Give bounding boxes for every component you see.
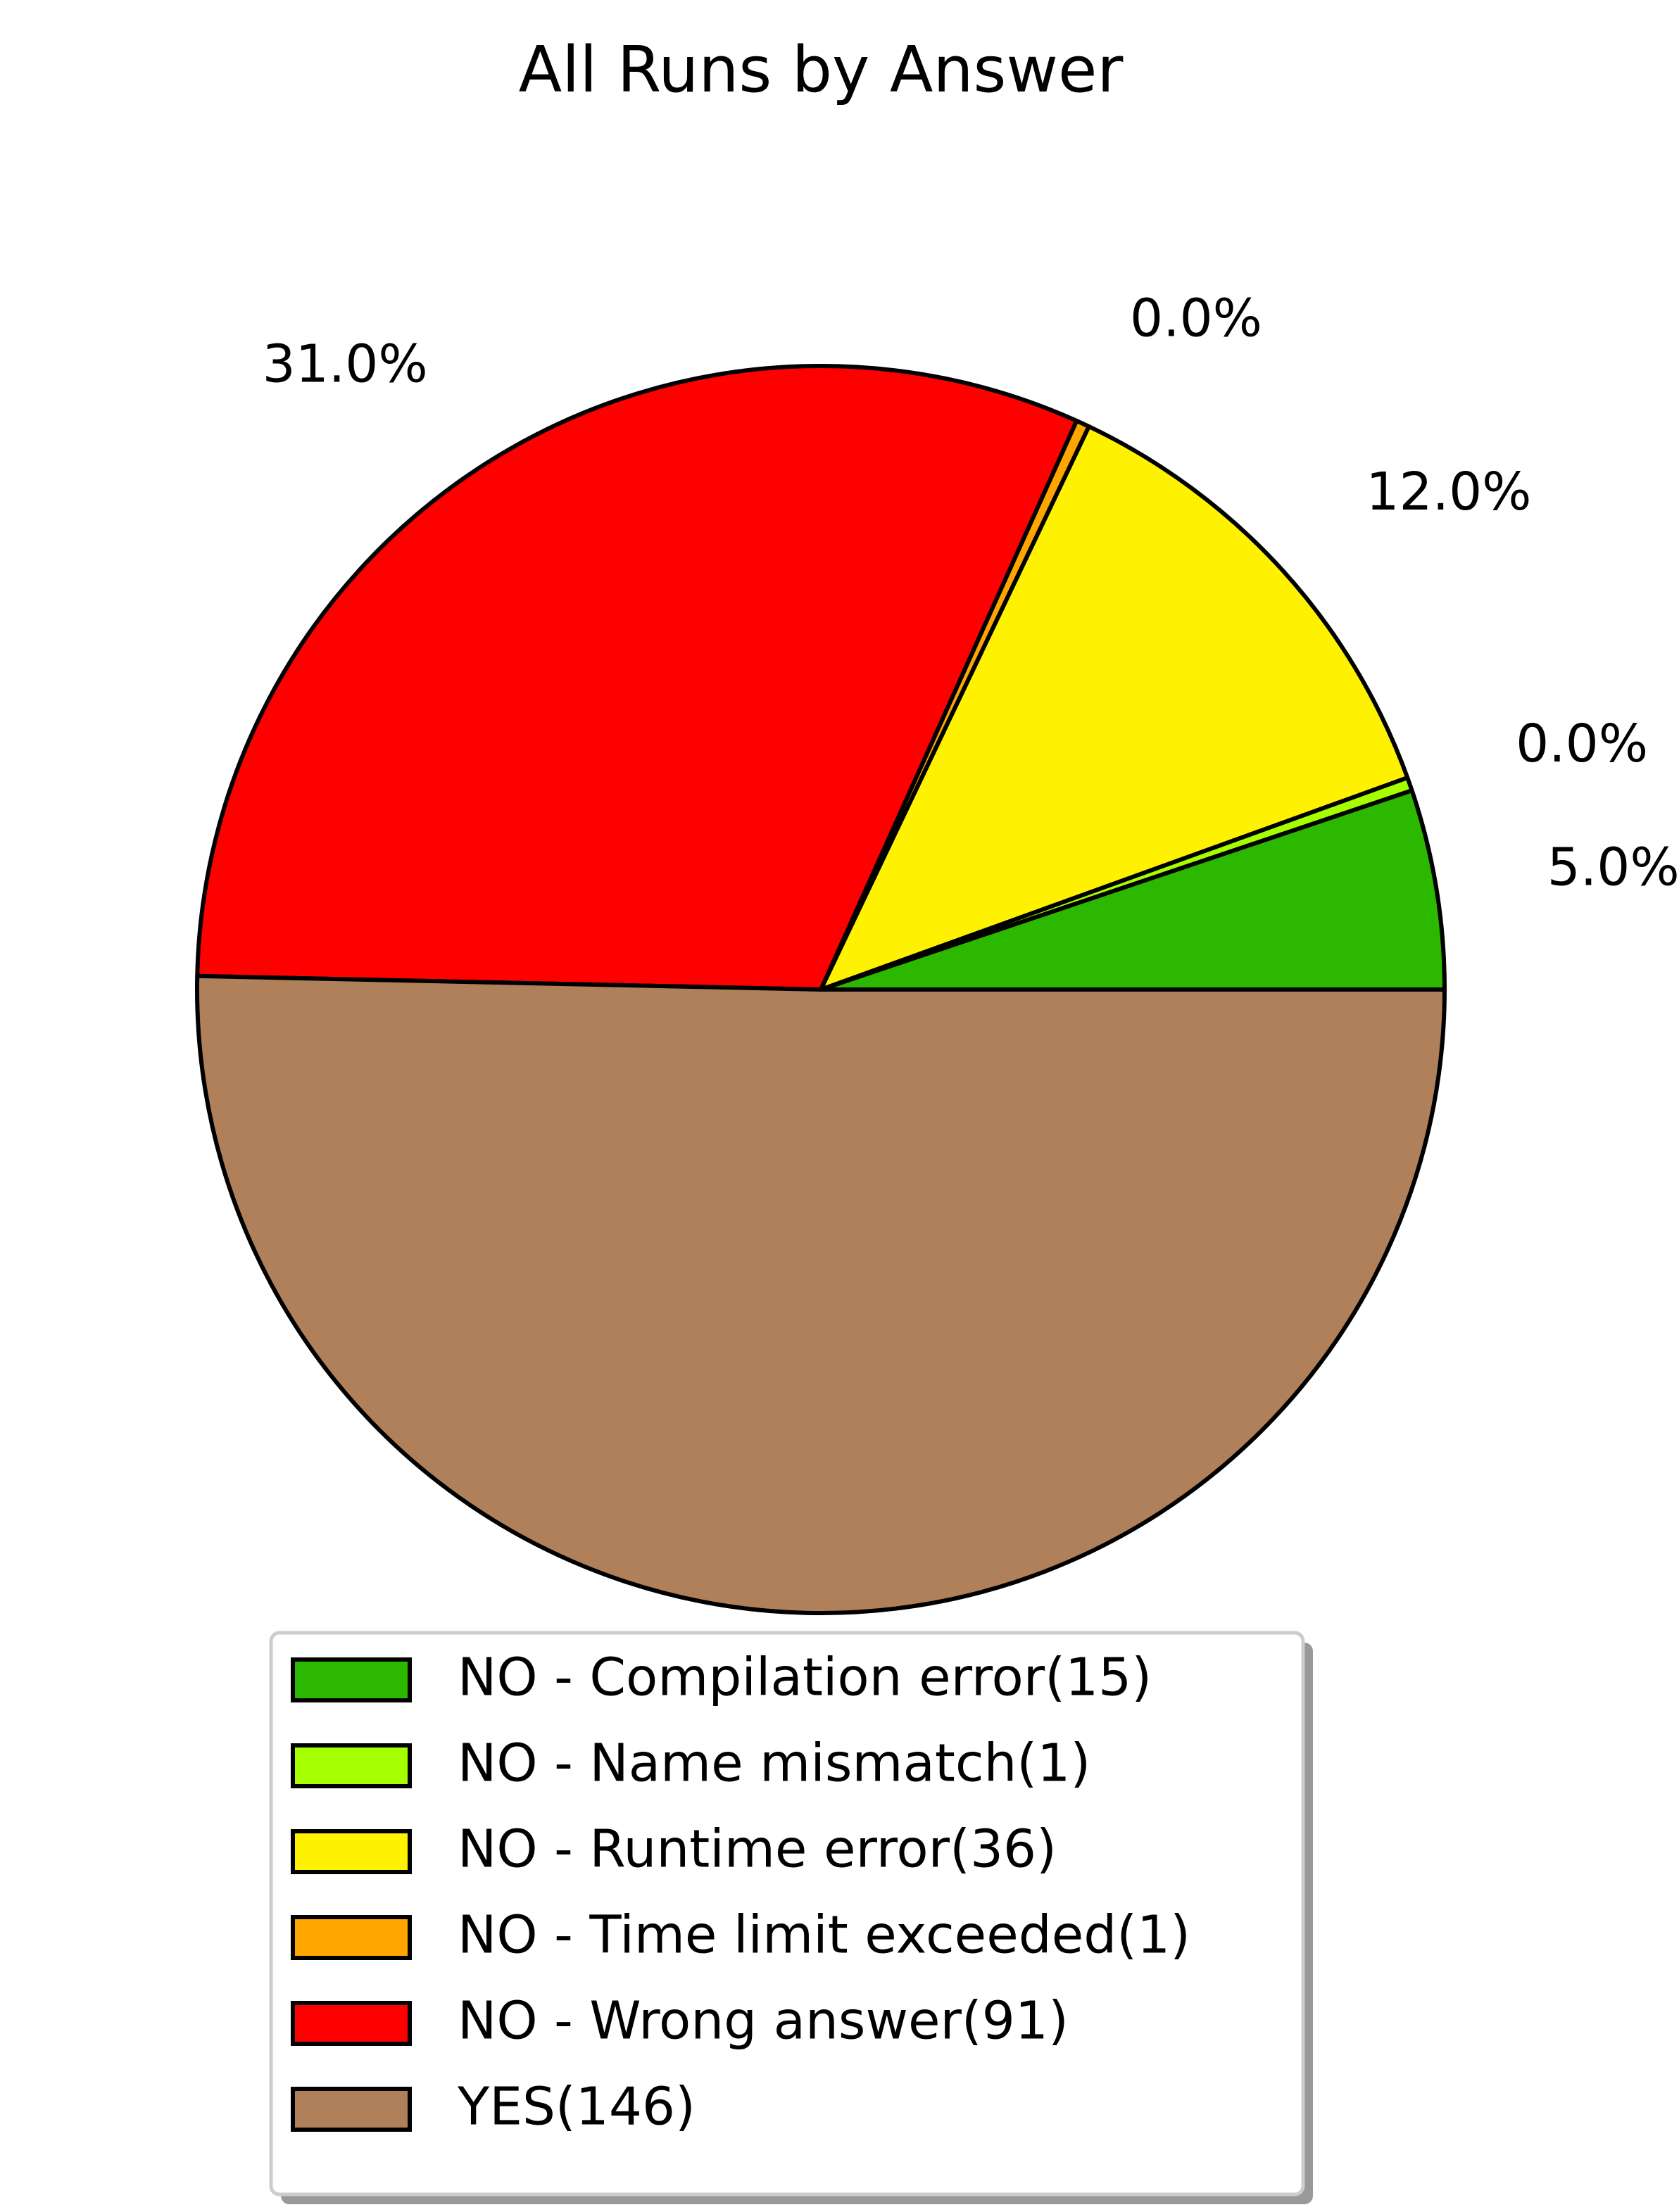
- legend-swatch-no-name-mismatch-1: [291, 1743, 412, 1788]
- legend-swatch-no-runtime-error-36: [291, 1829, 412, 1874]
- pie-slice-no-wrong-answer-91: [195, 364, 1079, 992]
- slice-percentage-label: 5.0%: [1547, 837, 1679, 897]
- pie-slices: [195, 364, 1447, 1616]
- legend-swatch-no-wrong-answer-91: [291, 2001, 412, 2046]
- pie-percentage-labels: 5.0% 0.0% 12.0% 0.0% 31.0%: [263, 289, 1679, 898]
- legend-label-no-time-limit-exceeded-1: NO - Time limit exceeded(1): [458, 1905, 1190, 1966]
- legend-swatch-yes-146: [291, 2087, 412, 2132]
- legend-label-no-runtime-error-36: NO - Runtime error(36): [458, 1819, 1057, 1880]
- pie-slice-no-runtime-error-36: [819, 424, 1410, 992]
- legend-label-no-compilation-error-15: NO - Compilation error(15): [458, 1648, 1152, 1708]
- pie-slice-yes-146: [195, 973, 1447, 1616]
- legend-label-no-wrong-answer-91: NO - Wrong answer(91): [458, 1991, 1069, 2052]
- slice-percentage-label: 12.0%: [1366, 462, 1531, 522]
- pie-slice-no-compilation-error-15: [819, 788, 1447, 992]
- slice-percentage-label: 0.0%: [1516, 714, 1648, 774]
- legend-swatch-no-time-limit-exceeded-1: [291, 1915, 412, 1960]
- legend-label-yes-146: YES(146): [457, 2077, 696, 2137]
- slice-percentage-label: 31.0%: [263, 334, 428, 395]
- legend-swatch-no-compilation-error-15: [291, 1657, 412, 1702]
- legend: NO - Compilation error(15) NO - Name mism…: [269, 1631, 1313, 2204]
- slice-percentage-label: 0.0%: [1130, 289, 1262, 349]
- chart-title: All Runs by Answer: [519, 33, 1124, 107]
- legend-frame: [269, 1631, 1305, 2197]
- legend-label-no-name-mismatch-1: NO - Name mismatch(1): [458, 1733, 1090, 1794]
